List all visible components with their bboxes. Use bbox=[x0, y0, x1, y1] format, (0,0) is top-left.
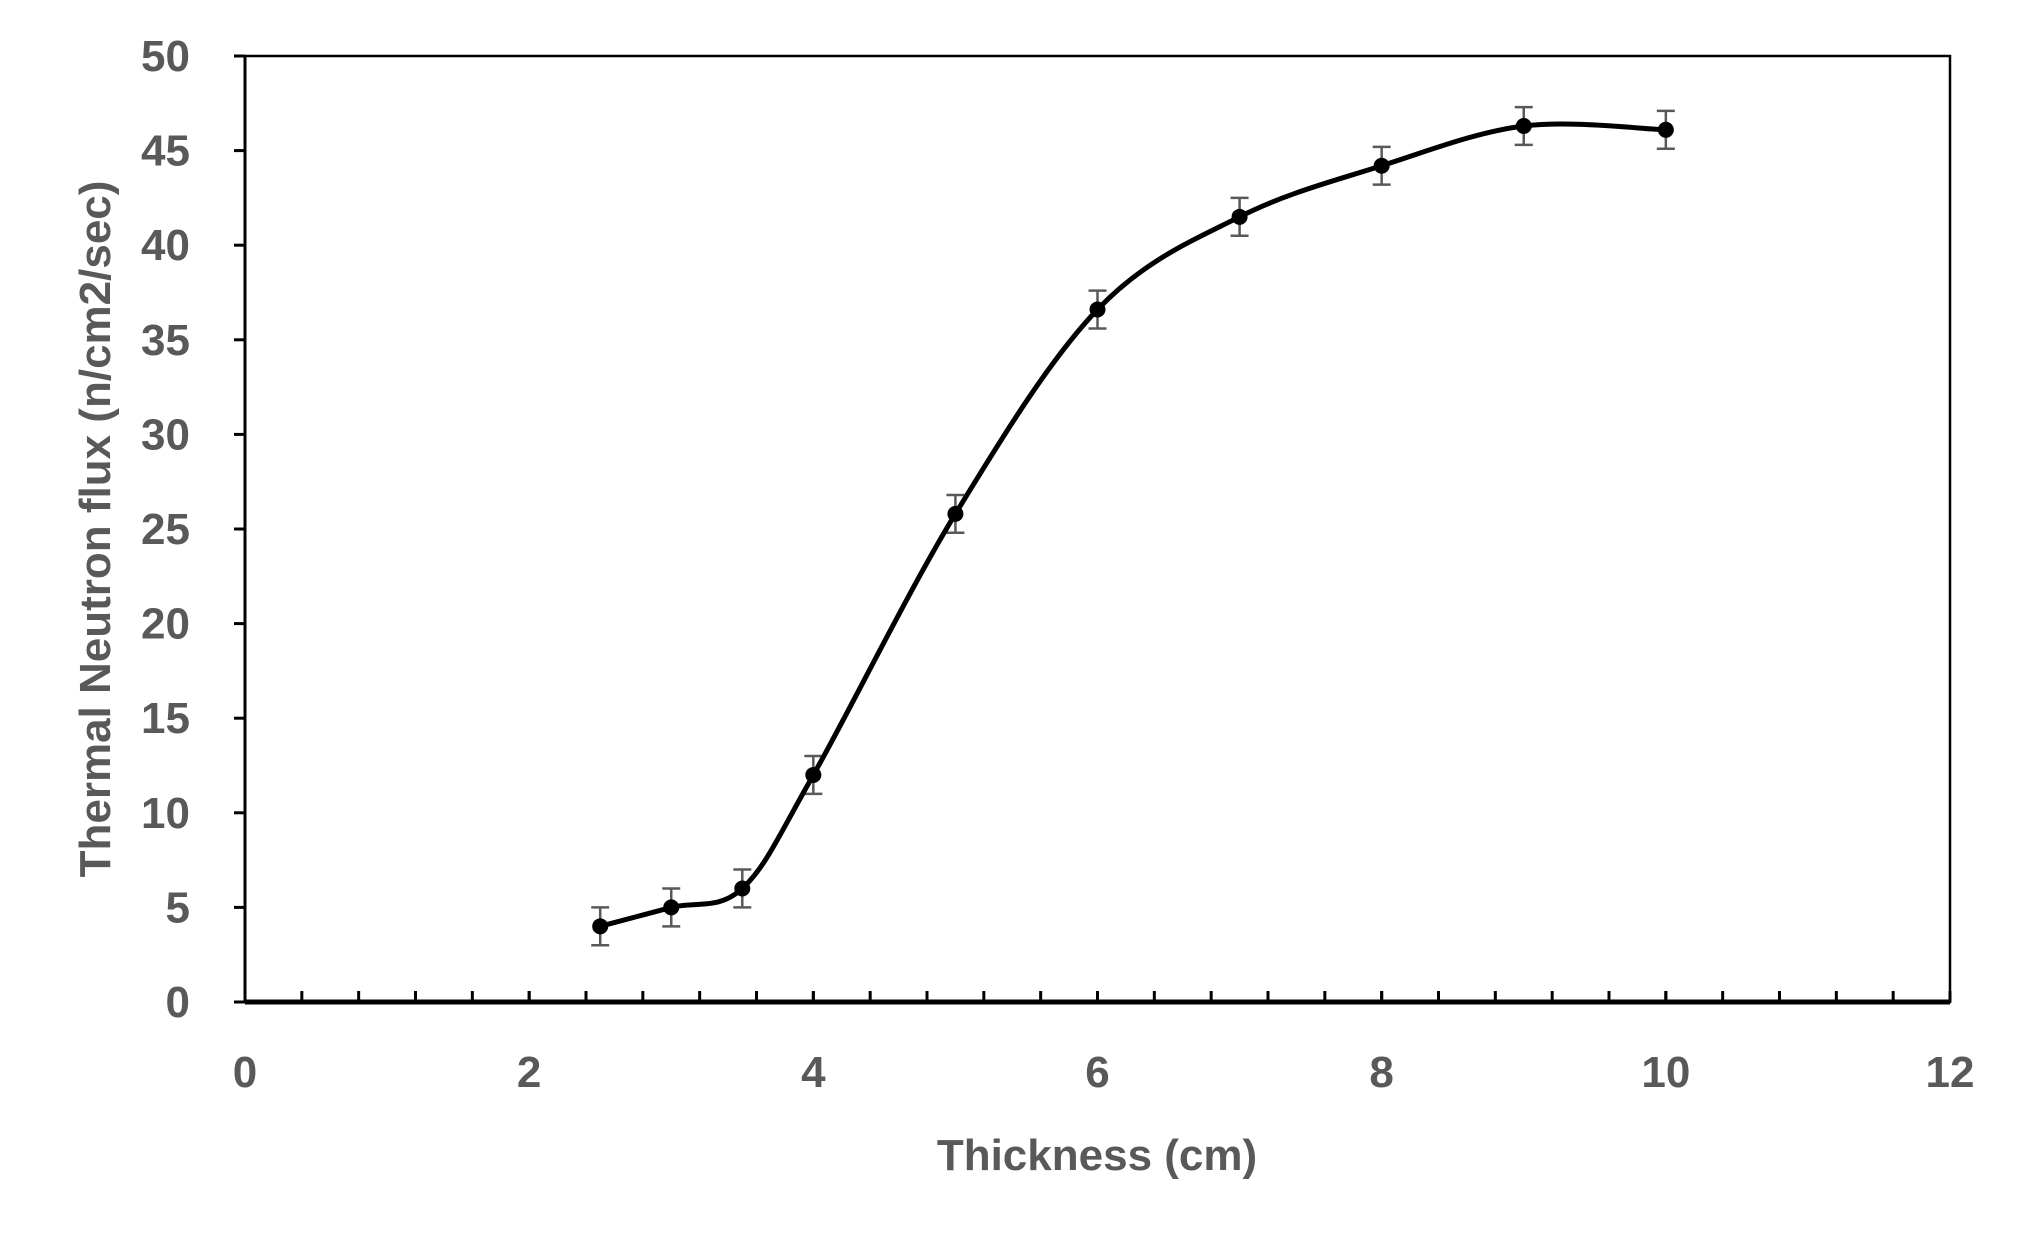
data-point bbox=[592, 918, 609, 935]
y-tick-label: 10 bbox=[141, 789, 190, 838]
x-axis-ticks: 0 2 4 6 8 10 12 bbox=[233, 991, 1975, 1097]
data-point bbox=[1373, 157, 1390, 174]
y-tick-label: 0 bbox=[166, 978, 190, 1027]
data-point bbox=[947, 505, 964, 522]
x-tick-label: 8 bbox=[1369, 1048, 1393, 1097]
data-points bbox=[592, 118, 1674, 935]
y-tick-label: 40 bbox=[141, 221, 190, 270]
y-tick-label: 25 bbox=[141, 505, 190, 554]
y-tick-label: 30 bbox=[141, 410, 190, 459]
data-point bbox=[1089, 301, 1106, 318]
x-tick-label: 4 bbox=[801, 1048, 826, 1097]
data-point bbox=[734, 880, 751, 897]
y-tick-label: 5 bbox=[166, 883, 190, 932]
y-tick-label: 50 bbox=[141, 32, 190, 81]
x-tick-label: 2 bbox=[517, 1048, 541, 1097]
x-tick-label: 10 bbox=[1641, 1048, 1690, 1097]
y-tick-label: 45 bbox=[141, 127, 190, 176]
data-point bbox=[1231, 208, 1248, 225]
plot-area bbox=[243, 54, 1952, 1004]
error-bars bbox=[591, 105, 1675, 947]
y-axis-title: Thermal Neutron flux (n/cm2/sec) bbox=[71, 181, 120, 878]
y-axis-ticks: 0 5 10 15 20 25 30 35 40 45 50 bbox=[141, 32, 245, 1027]
data-point bbox=[805, 766, 822, 783]
x-tick-label: 12 bbox=[1926, 1048, 1975, 1097]
y-tick-label: 20 bbox=[141, 600, 190, 649]
x-tick-label: 0 bbox=[233, 1048, 257, 1097]
x-tick-label: 6 bbox=[1085, 1048, 1109, 1097]
data-point bbox=[1657, 121, 1674, 138]
y-tick-label: 35 bbox=[141, 316, 190, 365]
data-point bbox=[1515, 118, 1532, 135]
data-point bbox=[663, 899, 680, 916]
x-axis-title: Thickness (cm) bbox=[937, 1131, 1257, 1180]
series-line bbox=[599, 121, 1666, 929]
y-tick-label: 15 bbox=[141, 694, 190, 743]
